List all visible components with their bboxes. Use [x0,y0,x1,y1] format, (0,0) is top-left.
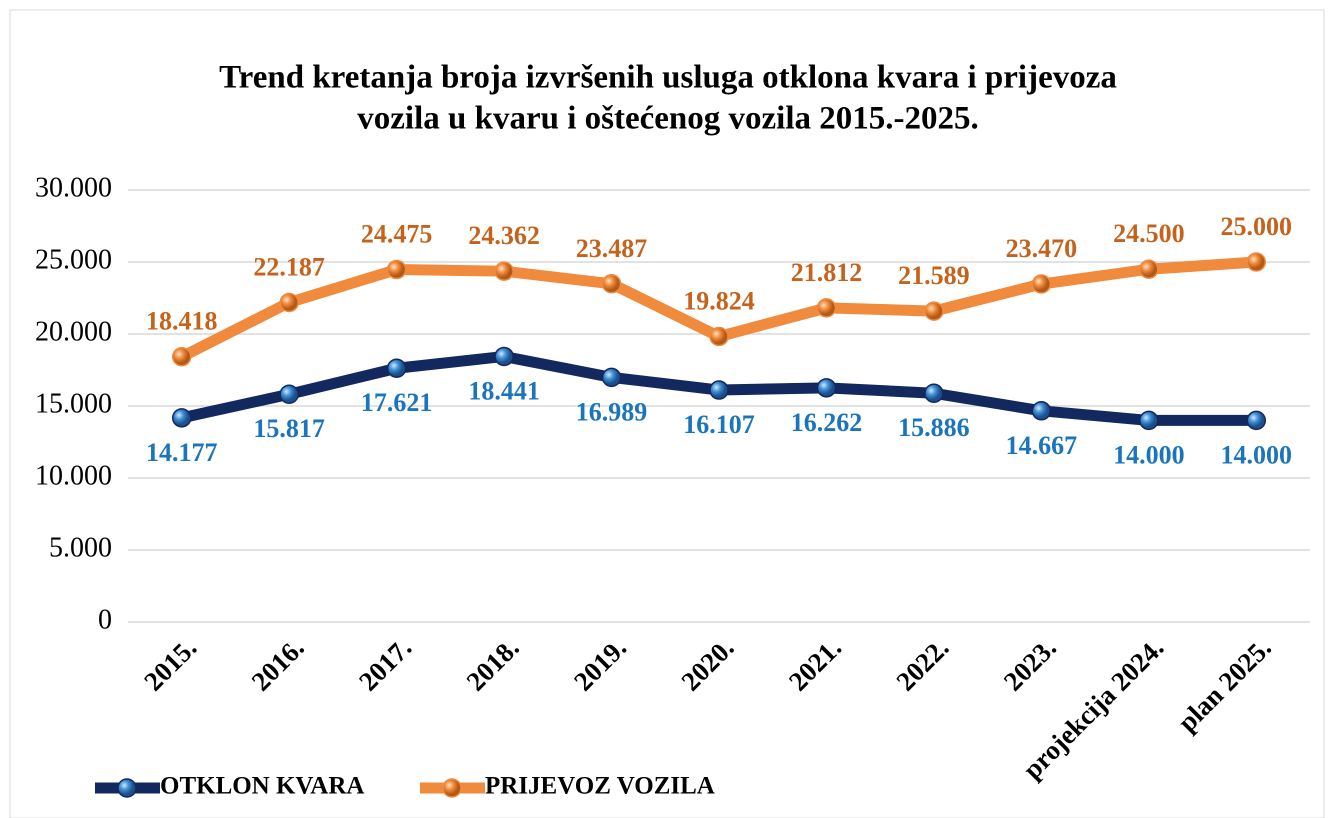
data-label: 14.000 [1113,440,1185,469]
data-label: 15.817 [253,414,325,443]
data-label: 14.000 [1221,440,1293,469]
data-label: 24.475 [361,220,433,249]
data-label: 23.470 [1006,234,1078,263]
point [279,292,299,313]
point [171,347,192,367]
point [386,358,407,379]
y-tick-label: 15.000 [35,388,112,419]
point [1031,401,1052,421]
chart-title: vozila u kvaru i oštećenog vozila 2015.-… [357,101,978,137]
data-label: 18.441 [468,376,540,405]
point [494,261,514,281]
point [709,380,729,400]
chart-title: Trend kretanja broja izvršenih usluga ot… [219,60,1117,96]
data-label: 17.621 [361,388,433,417]
data-label: 14.177 [146,438,218,467]
point [171,408,192,428]
data-label: 16.989 [576,397,648,426]
data-label: 14.667 [1006,431,1078,460]
point [1139,259,1159,279]
data-label: 23.487 [576,234,648,263]
legend-marker [442,778,462,798]
point [601,367,622,388]
data-label: 24.500 [1113,219,1185,248]
point [709,326,729,347]
data-label: 22.187 [253,252,325,281]
y-tick-label: 20.000 [35,316,112,347]
point [1246,252,1267,272]
y-tick-label: 5.000 [49,532,112,563]
legend-label: OTKLON KVARA [160,773,364,800]
data-label: 24.362 [468,221,540,250]
data-label: 25.000 [1221,212,1293,241]
point [816,378,837,398]
point [924,301,944,321]
point [601,274,622,294]
data-label: 18.418 [146,307,218,336]
legend-label: PRIJEVOZ VOZILA [485,773,715,800]
point [279,384,299,404]
legend-marker [117,778,137,798]
data-label: 15.886 [898,413,970,442]
y-tick-label: 10.000 [35,460,112,491]
data-label: 16.107 [683,410,755,439]
y-tick-label: 25.000 [35,244,112,275]
point [1139,410,1159,431]
point [494,346,514,367]
data-label: 21.589 [898,261,970,290]
data-label: 19.824 [683,287,755,316]
y-tick-label: 0 [98,604,112,635]
y-tick-label: 30.000 [35,172,112,203]
point [816,298,837,318]
point [1246,410,1267,431]
point [1031,274,1052,294]
data-label: 16.262 [791,408,863,437]
data-label: 21.812 [791,258,863,287]
point [386,259,407,280]
point [924,383,944,403]
